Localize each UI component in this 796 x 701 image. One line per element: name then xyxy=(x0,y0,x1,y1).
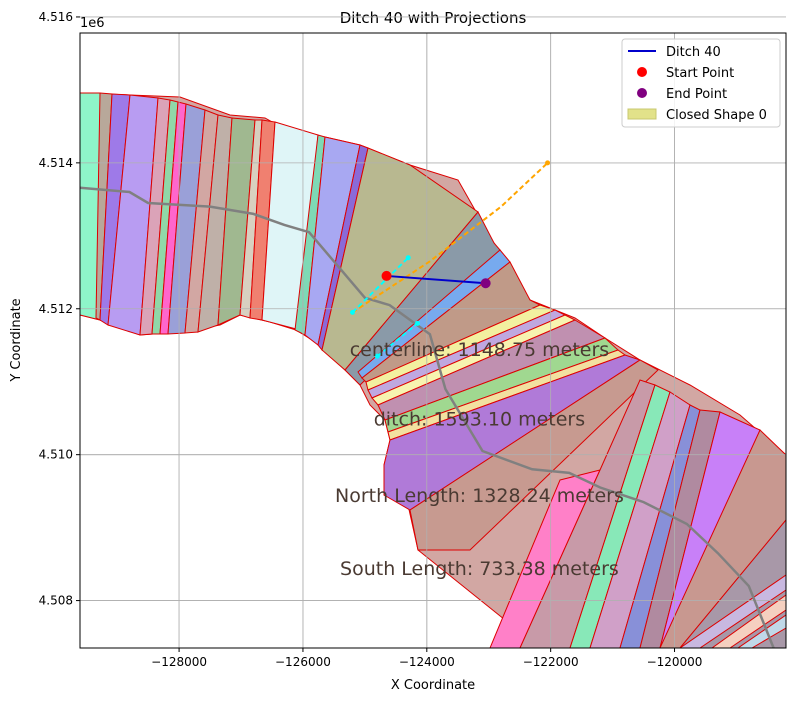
region-polygon xyxy=(737,614,786,648)
annotation-label: North Length: 1328.24 meters xyxy=(335,485,624,507)
projection-endpoint xyxy=(545,160,551,166)
legend-patch-swatch xyxy=(627,108,657,120)
annotation-label: ditch: 1593.10 meters xyxy=(374,408,585,430)
legend: Ditch 40 Start Point End Point Closed Shape… xyxy=(621,38,781,128)
legend-dot-swatch xyxy=(637,67,647,77)
projection-line xyxy=(376,322,419,357)
centerline-path xyxy=(80,186,775,648)
region-polygon xyxy=(619,404,701,648)
region-polygon xyxy=(639,409,721,648)
region-polygon xyxy=(489,469,601,648)
region-polygon xyxy=(659,411,761,648)
region-polygon xyxy=(589,391,691,648)
y-tick-label: 4.516 xyxy=(39,10,73,24)
x-tick-label: −126000 xyxy=(275,655,331,669)
region-polygon xyxy=(679,574,786,648)
ditch-line xyxy=(386,274,486,285)
legend-dot-swatch xyxy=(637,88,647,98)
legend-label: Closed Shape 0 xyxy=(666,108,767,123)
projection-line xyxy=(351,256,409,314)
projection-lines xyxy=(349,160,551,359)
annotation-label: centerline: 1148.75 meters xyxy=(350,339,610,361)
legend-label: Ditch 40 xyxy=(666,45,721,60)
x-tick-label: −122000 xyxy=(523,655,579,669)
annotation-label: South Length: 733.38 meters xyxy=(340,558,619,580)
x-tick-label: −128000 xyxy=(151,655,207,669)
x-tick-label: −124000 xyxy=(399,655,455,669)
projection-endpoint xyxy=(349,309,355,315)
projection-endpoint xyxy=(374,353,380,359)
y-tick-label: 4.512 xyxy=(39,302,73,316)
region-polygon xyxy=(569,384,671,648)
projection-endpoint xyxy=(415,320,421,326)
y-tick-label: 4.514 xyxy=(39,156,73,170)
legend-label: Start Point xyxy=(666,66,734,81)
annotations: centerline: 1148.75 meters ditch: 1593.10… xyxy=(335,339,624,580)
y-axis: 4.508 4.510 4.512 4.514 4.516 xyxy=(39,10,80,608)
projection-line xyxy=(351,162,549,314)
x-axis: −128000 −126000 −124000 −122000 −120000 xyxy=(151,648,702,669)
region-polygon xyxy=(711,594,786,648)
y-tick-label: 4.510 xyxy=(39,448,73,462)
chart-title: Ditch 40 with Projections xyxy=(340,9,527,27)
end-point xyxy=(480,278,491,289)
grid-overlay xyxy=(80,33,786,648)
x-axis-label: X Coordinate xyxy=(391,678,475,693)
y-axis-label: Y Coordinate xyxy=(9,298,24,382)
projection-endpoint xyxy=(405,255,411,261)
y-offset-label: 1e6 xyxy=(80,16,105,31)
legend-box xyxy=(621,38,781,128)
start-point xyxy=(381,270,392,281)
legend-label: End Point xyxy=(666,87,727,102)
axes-frame xyxy=(79,32,787,649)
y-tick-label: 4.508 xyxy=(39,594,73,608)
x-tick-label: −120000 xyxy=(647,655,703,669)
